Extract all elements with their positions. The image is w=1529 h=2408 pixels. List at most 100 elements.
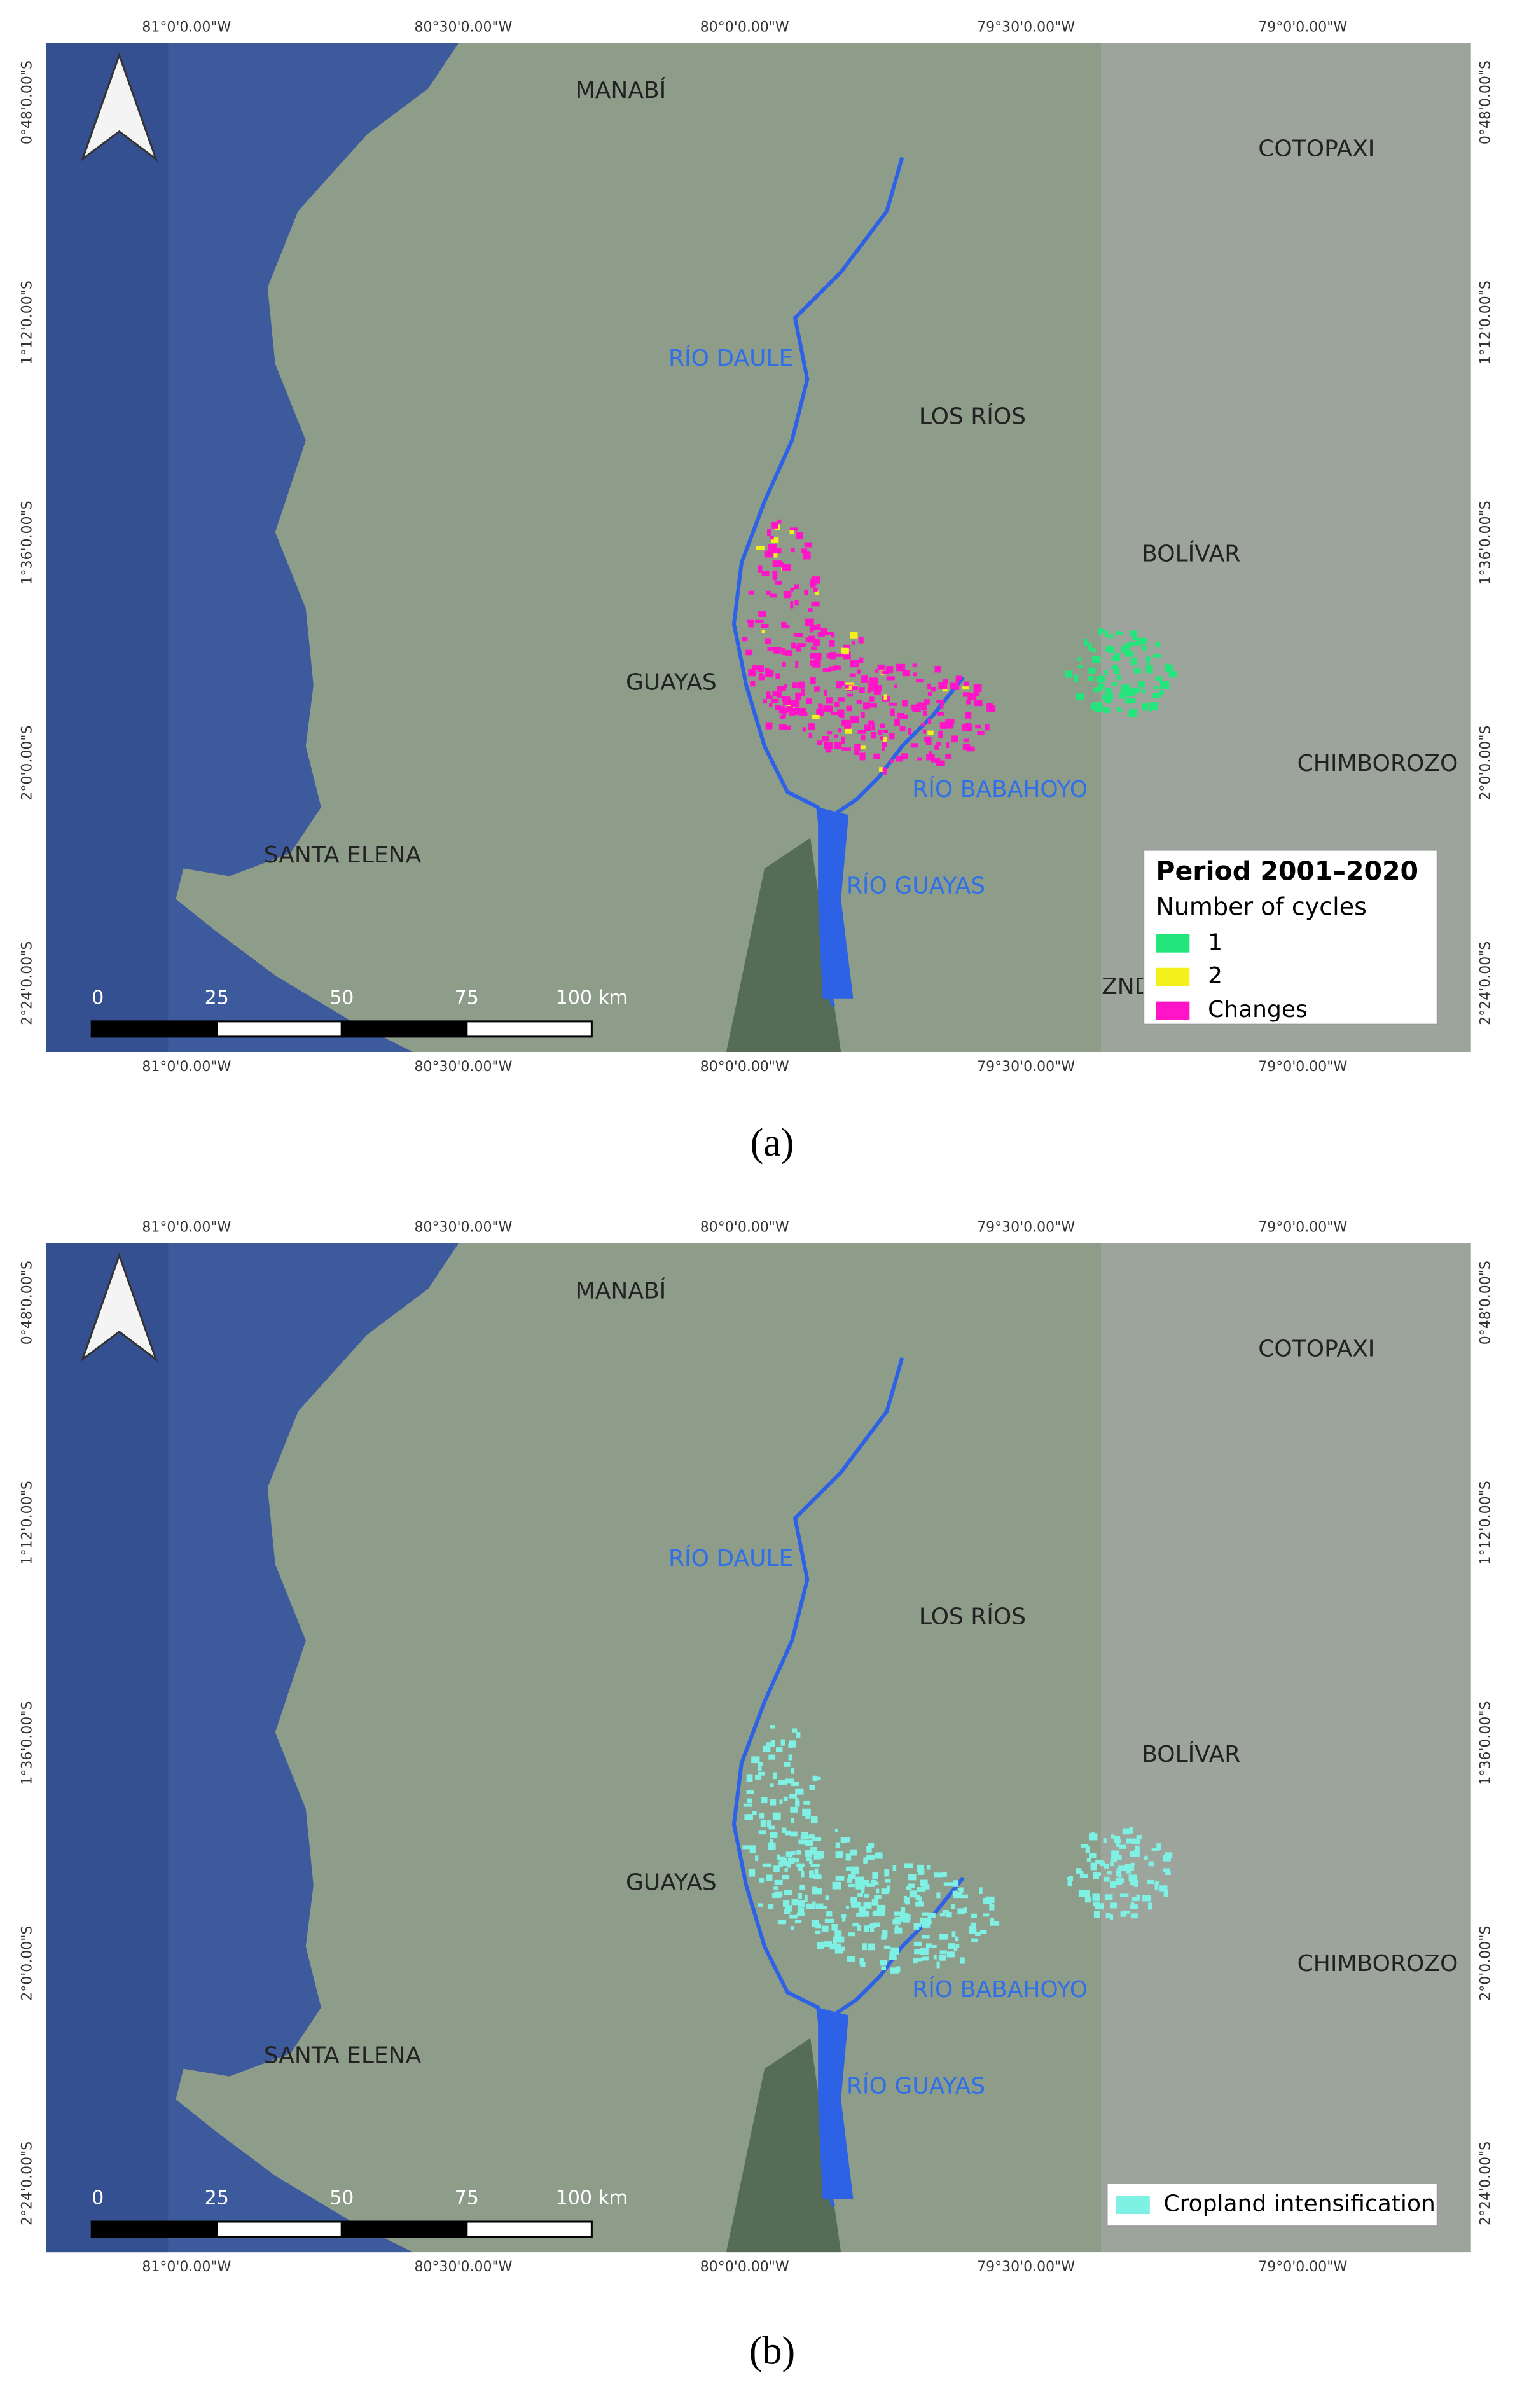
land-change-patch xyxy=(1110,1902,1117,1909)
land-change-patch xyxy=(795,633,803,637)
land-change-patch xyxy=(1095,1903,1104,1910)
land-change-patch xyxy=(846,705,852,712)
land-change-patch xyxy=(805,618,814,626)
land-change-patch xyxy=(808,732,813,738)
land-change-patch xyxy=(1092,656,1101,663)
land-change-patch xyxy=(782,1900,790,1907)
land-change-patch xyxy=(780,1739,785,1746)
land-change-patch xyxy=(858,1906,866,1914)
land-change-patch xyxy=(830,711,838,716)
place-label: BOLÍVAR xyxy=(1142,541,1240,567)
land-change-patch xyxy=(809,628,814,633)
land-change-patch xyxy=(782,564,791,571)
land-change-patch xyxy=(779,1799,783,1804)
land-change-patch xyxy=(913,1941,922,1946)
land-change-patch xyxy=(770,1725,775,1729)
scale-segment xyxy=(466,1020,593,1038)
scale-segment xyxy=(216,2220,343,2238)
land-change-patch xyxy=(778,707,788,714)
land-change-patch xyxy=(1086,1858,1091,1862)
land-change-patch xyxy=(793,584,799,590)
land-change-patch xyxy=(813,1874,822,1879)
legend-swatch xyxy=(1116,2196,1150,2214)
land-change-patch xyxy=(814,653,822,660)
coordinate-label: 81°0'0.00"W xyxy=(142,1219,231,1235)
land-change-patch xyxy=(890,1967,900,1974)
land-change-patch xyxy=(918,1868,925,1875)
land-change-patch xyxy=(933,1872,943,1878)
land-change-patch xyxy=(866,1883,875,1887)
land-change-patch xyxy=(873,685,882,692)
land-change-patch xyxy=(789,530,794,535)
place-label: COTOPAXI xyxy=(1258,1336,1374,1362)
land-change-patch xyxy=(920,1948,929,1955)
land-change-patch xyxy=(862,1943,867,1951)
land-change-patch xyxy=(787,1862,791,1868)
land-change-patch xyxy=(848,1883,856,1888)
land-change-patch xyxy=(806,1857,812,1862)
land-change-patch xyxy=(758,1771,765,1776)
land-change-patch xyxy=(848,1874,856,1880)
legend-swatch xyxy=(1156,967,1190,986)
land-change-patch xyxy=(749,1845,756,1853)
land-change-patch xyxy=(903,670,910,677)
land-change-patch xyxy=(801,1832,808,1839)
land-change-patch xyxy=(836,681,845,686)
land-change-patch xyxy=(1121,646,1129,654)
land-change-patch xyxy=(940,701,944,709)
land-change-patch xyxy=(1114,1839,1121,1843)
land-change-patch xyxy=(916,702,924,708)
coordinate-label: 81°0'0.00"W xyxy=(142,2259,231,2275)
scale-segment xyxy=(90,2220,218,2238)
land-change-patch xyxy=(814,1868,819,1876)
land-change-patch xyxy=(793,1858,799,1863)
land-change-patch xyxy=(850,1897,857,1904)
land-change-patch xyxy=(857,730,866,734)
coordinate-label: 79°30'0.00"W xyxy=(977,1059,1075,1075)
land-change-patch xyxy=(883,1945,891,1949)
land-change-patch xyxy=(796,643,806,647)
coordinate-label: 1°36'0.00"S xyxy=(1478,1701,1494,1785)
land-change-patch xyxy=(810,1864,820,1868)
legend-swatch xyxy=(1156,1001,1190,1020)
land-change-patch xyxy=(915,1901,924,1907)
land-change-patch xyxy=(782,1874,789,1880)
land-change-patch xyxy=(1090,1832,1095,1838)
coordinate-label: 0°48'0.00"S xyxy=(19,1261,35,1345)
land-change-patch xyxy=(1120,688,1130,696)
land-change-patch xyxy=(809,1785,816,1790)
land-change-patch xyxy=(772,570,778,578)
land-change-patch xyxy=(816,709,824,716)
deep-ocean xyxy=(46,1243,169,2253)
land-change-patch xyxy=(1130,1880,1135,1886)
land-change-patch xyxy=(817,1888,822,1895)
land-change-patch xyxy=(787,706,794,712)
land-change-patch xyxy=(1116,1841,1120,1847)
land-change-patch xyxy=(805,1811,810,1819)
land-change-patch xyxy=(1124,1829,1129,1835)
land-change-patch xyxy=(922,1923,931,1928)
land-change-patch xyxy=(778,724,787,730)
coordinate-label: 80°0'0.00"W xyxy=(700,19,789,35)
land-change-patch xyxy=(772,575,777,581)
land-change-patch xyxy=(835,1851,843,1858)
land-change-patch xyxy=(1142,703,1149,711)
land-change-patch xyxy=(833,1940,837,1948)
land-change-patch xyxy=(810,580,816,588)
land-change-patch xyxy=(767,647,777,651)
land-change-patch xyxy=(1098,683,1105,689)
land-change-patch xyxy=(868,1843,875,1848)
land-change-patch xyxy=(1077,657,1081,661)
land-change-patch xyxy=(773,1886,778,1890)
coordinate-label: 80°30'0.00"W xyxy=(414,1059,512,1075)
land-change-patch xyxy=(841,747,851,751)
land-change-patch xyxy=(795,692,802,700)
land-change-patch xyxy=(798,707,806,714)
land-change-patch xyxy=(945,754,952,759)
land-change-patch xyxy=(871,1899,879,1906)
land-change-patch xyxy=(821,1925,829,1932)
land-change-patch xyxy=(758,565,763,573)
place-label: GUAYAS xyxy=(626,1870,717,1896)
land-change-patch xyxy=(899,726,906,731)
estuary xyxy=(726,838,841,1052)
